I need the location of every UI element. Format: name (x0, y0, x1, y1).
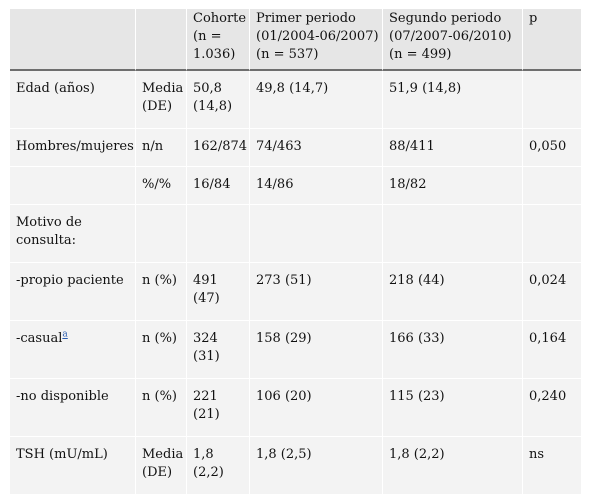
table-row: Hombres/mujeres n/n 162/874 74/463 88/41… (10, 129, 581, 167)
row-stat: Media (DE) (136, 437, 187, 495)
row-segundo-periodo: 115 (23) (383, 379, 523, 437)
page: Cohorte (n = 1.036) Primer periodo (01/2… (10, 9, 581, 495)
header-cell-stat (136, 9, 187, 71)
table-row: %/% 16/84 14/86 18/82 (10, 167, 581, 205)
row-p (523, 71, 581, 129)
table-row: Motivo de consulta: (10, 205, 581, 263)
row-stat: n (%) (136, 379, 187, 437)
footnote-link[interactable]: a (62, 329, 68, 340)
row-cohorte: 16/84 (187, 167, 250, 205)
row-label: Hombres/mujeres (10, 129, 136, 167)
row-cohorte: 324 (31) (187, 321, 250, 379)
row-stat: n (%) (136, 321, 187, 379)
row-label: TSH (mU/mL) (10, 437, 136, 495)
row-primer-periodo (250, 205, 383, 263)
row-segundo-periodo: 166 (33) (383, 321, 523, 379)
row-p (523, 205, 581, 263)
row-label: Motivo de consulta: (10, 205, 136, 263)
row-cohorte: 1,8 (2,2) (187, 437, 250, 495)
row-p: ns (523, 437, 581, 495)
table-row: TSH (mU/mL) Media (DE) 1,8 (2,2) 1,8 (2,… (10, 437, 581, 495)
row-cohorte: 50,8 (14,8) (187, 71, 250, 129)
row-p (523, 167, 581, 205)
data-table: Cohorte (n = 1.036) Primer periodo (01/2… (10, 9, 581, 495)
row-label: -no disponible (10, 379, 136, 437)
row-segundo-periodo (383, 205, 523, 263)
row-stat: %/% (136, 167, 187, 205)
row-label: Edad (años) (10, 71, 136, 129)
row-primer-periodo: 1,8 (2,5) (250, 437, 383, 495)
row-segundo-periodo: 51,9 (14,8) (383, 71, 523, 129)
table-row: -casuala n (%) 324 (31) 158 (29) 166 (33… (10, 321, 581, 379)
row-label: -propio paciente (10, 263, 136, 321)
header-cell-label (10, 9, 136, 71)
row-label (10, 167, 136, 205)
row-segundo-periodo: 18/82 (383, 167, 523, 205)
row-p: 0,024 (523, 263, 581, 321)
row-stat (136, 205, 187, 263)
row-label: -casuala (10, 321, 136, 379)
row-cohorte (187, 205, 250, 263)
row-label-text: -casual (16, 331, 63, 346)
row-cohorte: 491 (47) (187, 263, 250, 321)
header-row: Cohorte (n = 1.036) Primer periodo (01/2… (10, 9, 581, 71)
row-cohorte: 162/874 (187, 129, 250, 167)
row-segundo-periodo: 1,8 (2,2) (383, 437, 523, 495)
header-cell-p: p (523, 9, 581, 71)
row-primer-periodo: 106 (20) (250, 379, 383, 437)
row-cohorte: 221 (21) (187, 379, 250, 437)
row-p: 0,240 (523, 379, 581, 437)
row-stat: n/n (136, 129, 187, 167)
row-stat: Media (DE) (136, 71, 187, 129)
row-primer-periodo: 14/86 (250, 167, 383, 205)
table-row: Edad (años) Media (DE) 50,8 (14,8) 49,8 … (10, 71, 581, 129)
table-row: -no disponible n (%) 221 (21) 106 (20) 1… (10, 379, 581, 437)
header-cell-cohorte: Cohorte (n = 1.036) (187, 9, 250, 71)
row-stat: n (%) (136, 263, 187, 321)
row-primer-periodo: 273 (51) (250, 263, 383, 321)
header-cell-segundo-periodo: Segundo periodo (07/2007-06/2010) (n = 4… (383, 9, 523, 71)
header-cell-primer-periodo: Primer periodo (01/2004-06/2007) (n = 53… (250, 9, 383, 71)
row-p: 0,050 (523, 129, 581, 167)
table-row: -propio paciente n (%) 491 (47) 273 (51)… (10, 263, 581, 321)
row-primer-periodo: 158 (29) (250, 321, 383, 379)
row-segundo-periodo: 88/411 (383, 129, 523, 167)
row-primer-periodo: 49,8 (14,7) (250, 71, 383, 129)
row-segundo-periodo: 218 (44) (383, 263, 523, 321)
row-primer-periodo: 74/463 (250, 129, 383, 167)
row-p: 0,164 (523, 321, 581, 379)
